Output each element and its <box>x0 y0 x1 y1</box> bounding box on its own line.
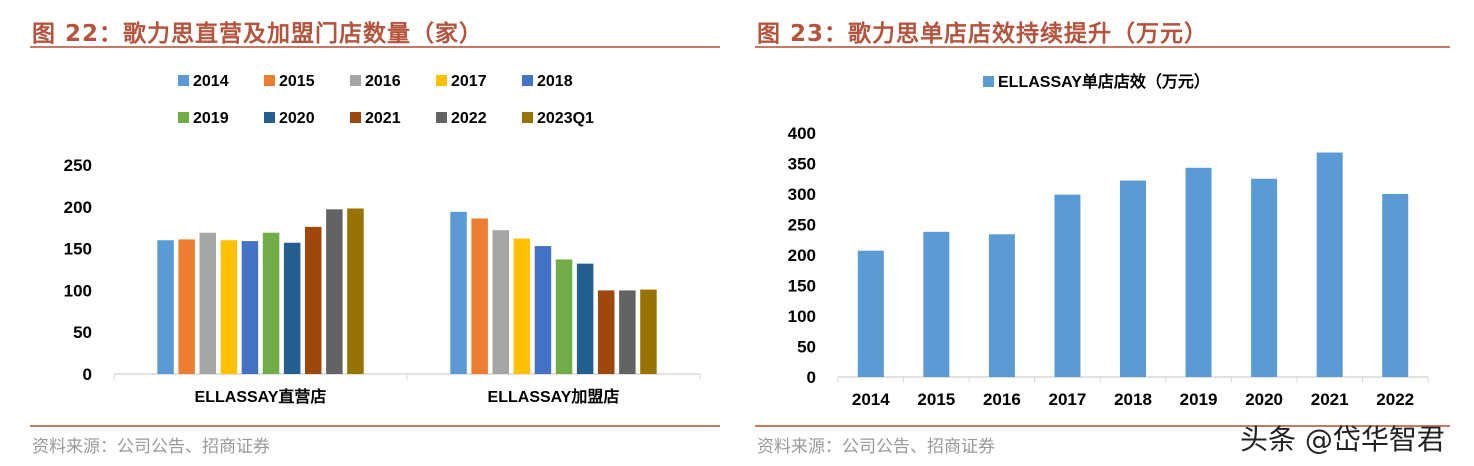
legend-swatch-2023Q1 <box>522 112 533 123</box>
y-tick-label: 200 <box>64 198 92 217</box>
bar-2020-1 <box>576 263 594 374</box>
y-tick-label: 0 <box>807 368 816 387</box>
bar-2021-1 <box>598 290 615 374</box>
bar-2021-0 <box>305 226 322 374</box>
bar-2019-1 <box>555 259 573 374</box>
bar-2015-0 <box>178 239 195 374</box>
x-tick-label: 2018 <box>1114 390 1152 409</box>
bar-2018 <box>1120 180 1146 377</box>
bar-2014 <box>857 250 884 377</box>
legend-swatch-2020 <box>264 112 275 123</box>
x-tick-label: 2022 <box>1376 390 1414 409</box>
legend-swatch-2015 <box>264 75 275 86</box>
right-chart-title: 图 23：歌力思单店店效持续提升（万元） <box>757 21 1209 47</box>
bar-2017-0 <box>220 240 238 374</box>
y-tick-label: 50 <box>73 323 92 342</box>
legend-swatch-2016 <box>350 75 361 86</box>
legend-label: 2016 <box>365 73 401 90</box>
legend-label: 2014 <box>193 73 229 90</box>
bar-2017 <box>1054 194 1081 377</box>
legend-label: 2022 <box>451 110 487 127</box>
x-tick-label: 2019 <box>1180 390 1218 409</box>
bar-2022 <box>1382 194 1409 377</box>
bar-2016 <box>988 234 1015 377</box>
legend-swatch-2021 <box>350 112 361 123</box>
y-tick-label: 200 <box>788 246 816 265</box>
legend-swatch-2019 <box>178 112 189 123</box>
bar-2018-1 <box>534 246 552 374</box>
bar-2018-0 <box>241 241 259 374</box>
legend-swatch-2018 <box>522 75 533 86</box>
x-tick-label: 2014 <box>852 390 890 409</box>
left-chart-title: 图 22：歌力思直营及加盟门店数量（家） <box>32 21 484 47</box>
bar-2022-1 <box>619 290 636 374</box>
bar-2017-1 <box>513 238 531 374</box>
y-tick-label: 100 <box>788 307 816 326</box>
legend-label: ELLASSAY单店店效（万元） <box>998 72 1210 91</box>
source-divider-left <box>30 425 720 427</box>
x-tick-label: ELLASSAY直营店 <box>195 387 327 406</box>
legend-label: 2021 <box>365 110 401 127</box>
bar-2016-1 <box>492 230 509 374</box>
left-source: 资料来源：公司公告、招商证券 <box>32 437 270 457</box>
legend-label: 2015 <box>279 73 315 90</box>
x-tick-label: 2017 <box>1049 390 1087 409</box>
legend-label: 2023Q1 <box>537 110 594 127</box>
bar-2014-1 <box>450 211 467 374</box>
y-tick-label: 250 <box>64 156 92 175</box>
x-tick-label: 2016 <box>983 390 1021 409</box>
legend-swatch-2022 <box>436 112 447 123</box>
y-tick-label: 50 <box>797 338 816 357</box>
legend-label: 2020 <box>279 110 315 127</box>
legend-label: 2019 <box>193 110 229 127</box>
y-tick-label: 150 <box>788 277 816 296</box>
bar-2020-0 <box>283 242 301 374</box>
y-tick-label: 400 <box>788 124 816 143</box>
x-tick-label: 2020 <box>1245 390 1283 409</box>
bar-2019 <box>1185 167 1212 377</box>
y-tick-label: 350 <box>788 155 816 174</box>
y-tick-label: 300 <box>788 185 816 204</box>
bar-2022-0 <box>326 209 343 374</box>
bar-2015-1 <box>471 218 488 374</box>
legend-swatch <box>983 76 994 87</box>
title-divider-right <box>755 46 1450 48</box>
bar-2014-0 <box>157 240 174 374</box>
bar-2023Q1-0 <box>347 208 364 374</box>
bar-2020 <box>1251 178 1278 377</box>
bar-2016-0 <box>199 232 216 374</box>
x-tick-label: 2015 <box>917 390 955 409</box>
right-source: 资料来源：公司公告、招商证券 <box>757 437 995 457</box>
bar-2023Q1-1 <box>640 289 657 374</box>
title-divider-left <box>30 46 720 48</box>
legend-label: 2018 <box>537 73 573 90</box>
legend-swatch-2017 <box>436 75 447 86</box>
y-tick-label: 0 <box>83 365 92 384</box>
y-tick-label: 100 <box>64 281 92 300</box>
legend-label: 2017 <box>451 73 487 90</box>
y-tick-label: 250 <box>788 216 816 235</box>
bar-2015 <box>923 231 950 377</box>
source-divider-right <box>755 425 1450 427</box>
legend-swatch-2014 <box>178 75 189 86</box>
bar-2019-0 <box>262 232 280 374</box>
bar-2021 <box>1316 152 1343 377</box>
x-tick-label: ELLASSAY加盟店 <box>488 387 620 406</box>
watermark: 头条 @岱华智君 <box>1240 423 1445 456</box>
x-tick-label: 2021 <box>1311 390 1349 409</box>
y-tick-label: 150 <box>64 240 92 259</box>
